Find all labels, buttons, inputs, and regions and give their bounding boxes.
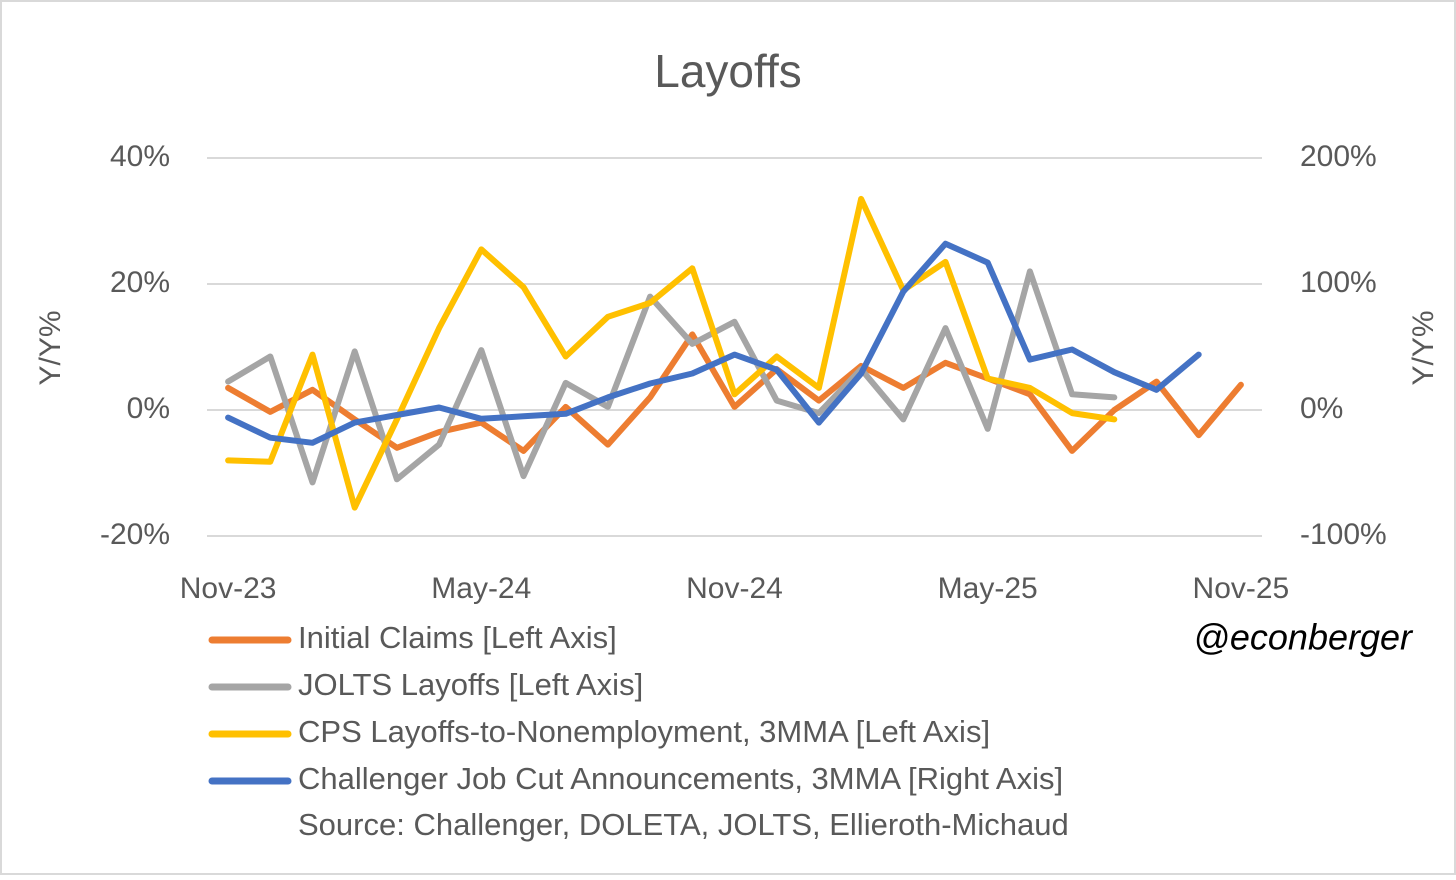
y-axis-title: Y/Y% bbox=[34, 310, 67, 385]
y2-tick-label: -100% bbox=[1300, 518, 1387, 551]
legend-label: Challenger Job Cut Announcements, 3MMA [… bbox=[298, 761, 1063, 796]
series-line bbox=[225, 331, 1244, 454]
y-tick-label: 20% bbox=[110, 266, 170, 299]
series-line bbox=[225, 195, 1118, 511]
series-line bbox=[225, 268, 1118, 486]
x-tick-label: May-25 bbox=[938, 572, 1038, 605]
x-tick-label: Nov-25 bbox=[1193, 572, 1290, 605]
y2-tick-label: 100% bbox=[1300, 266, 1377, 299]
y2-tick-label: 200% bbox=[1300, 140, 1377, 173]
legend-label: Initial Claims [Left Axis] bbox=[298, 620, 617, 655]
legend-label: JOLTS Layoffs [Left Axis] bbox=[298, 667, 643, 702]
y-tick-label: 40% bbox=[110, 140, 170, 173]
x-tick-label: Nov-24 bbox=[686, 572, 783, 605]
watermark: @econberger bbox=[1193, 617, 1414, 658]
legend-label: CPS Layoffs-to-Nonemployment, 3MMA [Left… bbox=[298, 714, 990, 749]
series-line bbox=[225, 240, 1202, 446]
y-tick-label: -20% bbox=[100, 518, 170, 551]
source-note: Source: Challenger, DOLETA, JOLTS, Ellie… bbox=[298, 807, 1069, 842]
x-tick-label: Nov-23 bbox=[180, 572, 277, 605]
y-tick-label: 0% bbox=[127, 392, 170, 425]
y2-axis-title: Y/Y% bbox=[1407, 310, 1440, 385]
y2-tick-label: 0% bbox=[1300, 392, 1343, 425]
x-tick-label: May-24 bbox=[431, 572, 531, 605]
chart-title: Layoffs bbox=[654, 45, 801, 97]
